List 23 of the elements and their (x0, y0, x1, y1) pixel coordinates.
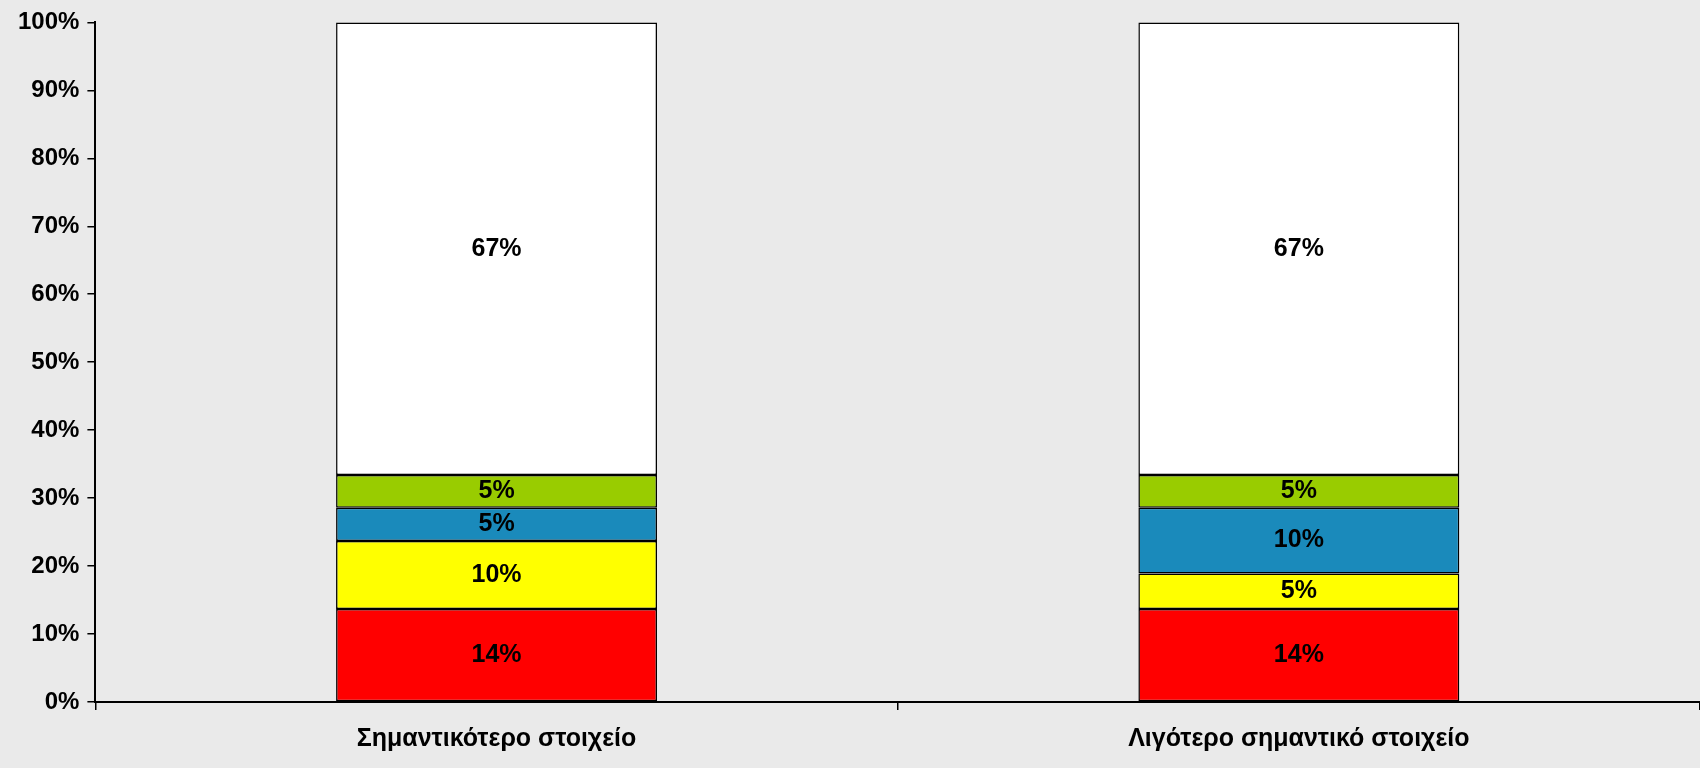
data-label: 10% (471, 558, 522, 587)
y-tick-label: 20% (31, 550, 80, 578)
data-label: 67% (471, 232, 522, 261)
x-tick-label: Σημαντικότερο στοιχείο (356, 722, 637, 751)
y-tick-label: 80% (31, 142, 80, 170)
y-tick-label: 60% (31, 278, 80, 306)
data-label: 5% (478, 475, 515, 504)
y-tick-label: 90% (31, 74, 80, 102)
y-tick-label: 30% (31, 482, 80, 510)
data-label: 14% (471, 638, 522, 667)
y-tick-label: 0% (44, 686, 80, 714)
data-label: 5% (1280, 475, 1317, 504)
y-tick-label: 70% (31, 210, 80, 238)
data-label: 5% (478, 508, 515, 537)
y-tick-label: 40% (31, 414, 80, 442)
data-label: 10% (1273, 524, 1324, 553)
y-tick-label: 50% (31, 346, 80, 374)
y-tick-label: 10% (31, 618, 80, 646)
x-tick-label: Λιγότερο σημαντικό στοιχείο (1128, 722, 1470, 751)
data-label: 5% (1280, 575, 1317, 604)
y-tick-label: 100% (17, 7, 80, 35)
data-label: 14% (1273, 638, 1324, 667)
data-label: 67% (1273, 232, 1324, 261)
